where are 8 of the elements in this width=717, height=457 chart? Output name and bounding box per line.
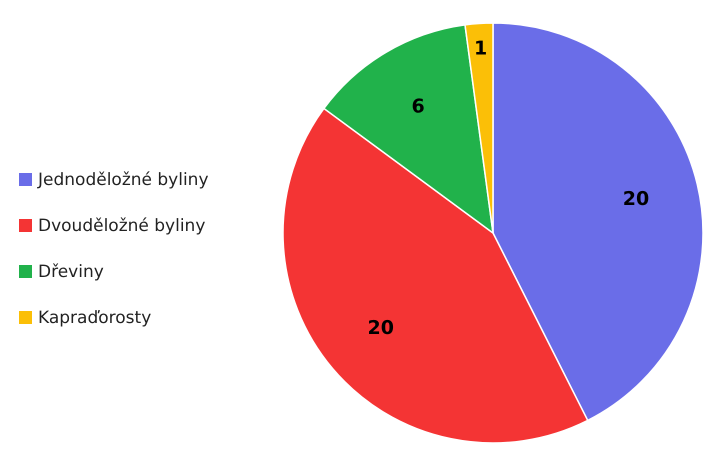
- legend-label: Jednoděložné byliny: [37, 170, 209, 190]
- data-label: 20: [368, 316, 394, 339]
- legend-label: Kapraďorosty: [38, 308, 152, 328]
- legend-label: Dřeviny: [38, 262, 104, 282]
- data-label: 20: [622, 188, 650, 210]
- data-label: 1: [474, 38, 488, 60]
- legend-label: Dvouděložné byliny: [38, 216, 206, 236]
- data-label: 6: [411, 96, 425, 118]
